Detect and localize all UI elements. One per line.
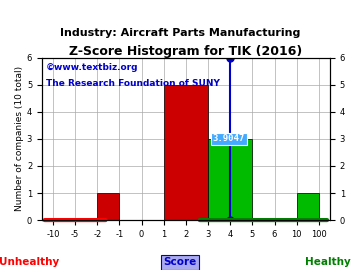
- Text: Healthy: Healthy: [305, 257, 351, 267]
- Y-axis label: Number of companies (10 total): Number of companies (10 total): [15, 66, 24, 211]
- Text: 3.9047: 3.9047: [213, 134, 245, 143]
- Bar: [297, 193, 319, 220]
- Text: Unhealthy: Unhealthy: [0, 257, 59, 267]
- Bar: [164, 85, 208, 220]
- Text: Score: Score: [163, 257, 197, 267]
- Text: ©www.textbiz.org: ©www.textbiz.org: [46, 63, 139, 72]
- Bar: [208, 139, 252, 220]
- Bar: [97, 193, 120, 220]
- Text: Industry: Aircraft Parts Manufacturing: Industry: Aircraft Parts Manufacturing: [60, 28, 300, 38]
- Text: The Research Foundation of SUNY: The Research Foundation of SUNY: [46, 79, 220, 88]
- Title: Z-Score Histogram for TIK (2016): Z-Score Histogram for TIK (2016): [69, 45, 302, 58]
